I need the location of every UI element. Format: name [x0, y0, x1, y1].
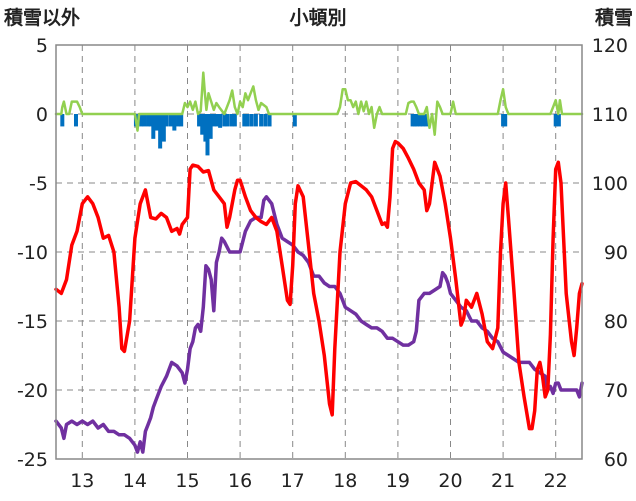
- precipitation-bar: [263, 114, 268, 127]
- left-tick-label: -10: [17, 242, 48, 264]
- precipitation-bar: [424, 114, 429, 127]
- chart-title: 小頓別: [289, 6, 346, 29]
- left-tick-label: 0: [36, 104, 48, 126]
- precipitation-bar: [179, 114, 184, 127]
- right-tick-label: 60: [604, 449, 628, 471]
- precipitation-bar: [556, 114, 561, 127]
- left-tick-label: -5: [29, 173, 48, 195]
- precipitation-bar: [205, 114, 210, 156]
- x-tick-label: 16: [228, 470, 252, 492]
- right-tick-label: 90: [604, 242, 628, 264]
- right-tick-label: 100: [592, 173, 628, 195]
- temperature-line: [54, 139, 584, 431]
- precipitation-bar: [412, 114, 417, 127]
- left-tick-label: -15: [17, 311, 48, 333]
- precipitation-bar: [229, 114, 234, 127]
- right-axis-title: 積雪: [595, 6, 633, 29]
- x-tick-label: 18: [333, 470, 357, 492]
- precipitation-bar: [501, 114, 506, 127]
- precipitation-bar: [203, 114, 208, 142]
- right-tick-label: 80: [604, 311, 628, 333]
- precipitation-bar: [410, 114, 415, 127]
- precipitation-bar: [503, 114, 508, 127]
- right-tick-label: 70: [604, 380, 628, 402]
- x-tick-label: 17: [281, 470, 305, 492]
- precipitation-bar: [225, 114, 230, 127]
- precipitation-bar: [232, 114, 237, 127]
- precipitation-bar: [142, 114, 147, 127]
- precipitation-bar: [214, 114, 219, 127]
- precipitation-bar: [161, 114, 166, 142]
- snow-depth-line: [54, 195, 584, 454]
- precipitation-bar: [176, 114, 181, 127]
- precipitation-bar: [60, 114, 65, 127]
- precipitation-bar: [292, 114, 297, 127]
- precipitation-bar: [218, 114, 223, 128]
- x-tick-label: 20: [438, 470, 462, 492]
- x-tick-label: 13: [70, 470, 94, 492]
- precipitation-bar: [417, 114, 422, 127]
- precipitation-bar: [200, 114, 205, 135]
- precipitation-bar: [172, 114, 177, 131]
- precipitation-bar: [553, 114, 558, 127]
- precipitation-bar: [245, 114, 250, 127]
- x-tick-label: 14: [123, 470, 147, 492]
- left-axis-title: 積雪以外: [4, 6, 80, 29]
- precipitation-bar: [249, 114, 254, 127]
- precipitation-bar: [164, 114, 169, 127]
- precipitation-bar: [146, 114, 151, 127]
- axis-ticks: 5 0 -5 -10 -15 -20 -25 120 110 100 90 80 70 60 13 14 15 1…: [17, 35, 628, 492]
- x-tick-label: 19: [386, 470, 410, 492]
- left-tick-label: -20: [17, 380, 48, 402]
- right-tick-label: 120: [592, 35, 628, 57]
- precipitation-bar: [414, 114, 419, 127]
- x-tick-label: 15: [175, 470, 199, 492]
- precipitation-bar: [267, 114, 272, 127]
- precipitation-bar: [154, 114, 159, 131]
- precipitation-bar: [139, 114, 144, 127]
- precipitation-bar: [208, 114, 213, 139]
- precipitation-bar: [158, 114, 163, 149]
- precipitation-bar: [73, 114, 78, 127]
- precipitation-bar: [151, 114, 156, 139]
- precipitation-bar: [253, 114, 258, 127]
- left-tick-label: 5: [36, 35, 48, 57]
- precipitation-bar: [197, 114, 202, 127]
- precipitation-bar: [242, 114, 247, 127]
- x-tick-label: 22: [544, 470, 568, 492]
- precipitation-bar: [259, 114, 264, 127]
- plot-frame: [55, 44, 583, 460]
- precipitation-bars: [60, 114, 561, 156]
- precipitation-bar: [148, 114, 153, 127]
- precipitation-bar: [421, 114, 426, 127]
- precipitation-bar: [168, 114, 173, 127]
- left-tick-label: -25: [17, 449, 48, 471]
- sunshine-line: [54, 71, 584, 136]
- right-tick-label: 110: [592, 104, 628, 126]
- series-lines: [54, 71, 584, 454]
- precipitation-bar: [222, 114, 227, 127]
- x-tick-label: 21: [491, 470, 515, 492]
- precipitation-bar: [211, 114, 216, 127]
